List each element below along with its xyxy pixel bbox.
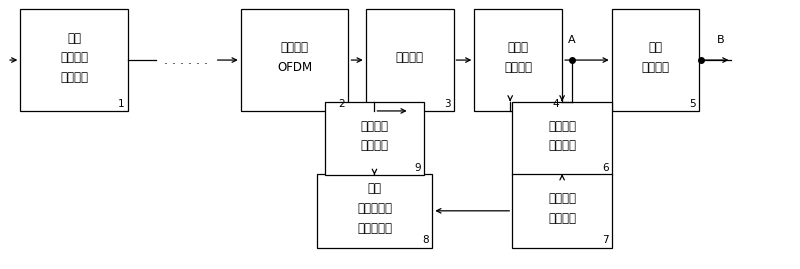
Text: 留偏差估计: 留偏差估计 (357, 202, 392, 215)
Text: 6: 6 (602, 163, 609, 173)
Text: 均衡模块: 均衡模块 (395, 51, 423, 64)
Bar (241, 9, 349, 111)
Bar (20, 9, 128, 111)
Text: 8: 8 (422, 235, 429, 245)
Bar (512, 101, 612, 175)
Text: OFDM: OFDM (277, 61, 312, 74)
Text: 信道解码: 信道解码 (642, 61, 670, 74)
Text: 解调模块: 解调模块 (281, 41, 309, 54)
Text: 1: 1 (118, 99, 125, 109)
Text: 2: 2 (338, 99, 346, 109)
Text: 信息模块: 信息模块 (548, 120, 576, 133)
Text: B: B (718, 35, 725, 45)
Text: 7: 7 (602, 235, 609, 245)
Text: 选取优选: 选取优选 (548, 212, 576, 225)
Text: 频点模块: 频点模块 (548, 192, 576, 205)
Bar (317, 174, 432, 247)
Bar (474, 9, 562, 111)
Text: 采样频率残: 采样频率残 (357, 222, 392, 235)
Text: 模块: 模块 (367, 182, 382, 195)
Text: 修正模块: 修正模块 (361, 120, 389, 133)
Text: 采样频率: 采样频率 (60, 71, 88, 84)
Text: 偏差纠正: 偏差纠正 (60, 51, 88, 64)
Bar (612, 9, 699, 111)
Text: A: A (568, 35, 575, 45)
Text: 模块: 模块 (67, 31, 81, 44)
Text: 模块: 模块 (649, 41, 662, 54)
Text: 9: 9 (414, 163, 421, 173)
Text: 3: 3 (444, 99, 450, 109)
Text: . . . . . .: . . . . . . (164, 54, 208, 66)
Text: 去除调制: 去除调制 (548, 139, 576, 153)
Text: 信道估计: 信道估计 (361, 139, 389, 153)
Text: 射模块: 射模块 (508, 41, 529, 54)
Bar (325, 101, 424, 175)
Text: 星座解映: 星座解映 (504, 61, 532, 74)
Bar (366, 9, 454, 111)
Bar (512, 174, 612, 247)
Text: 4: 4 (552, 99, 559, 109)
Text: 5: 5 (690, 99, 696, 109)
